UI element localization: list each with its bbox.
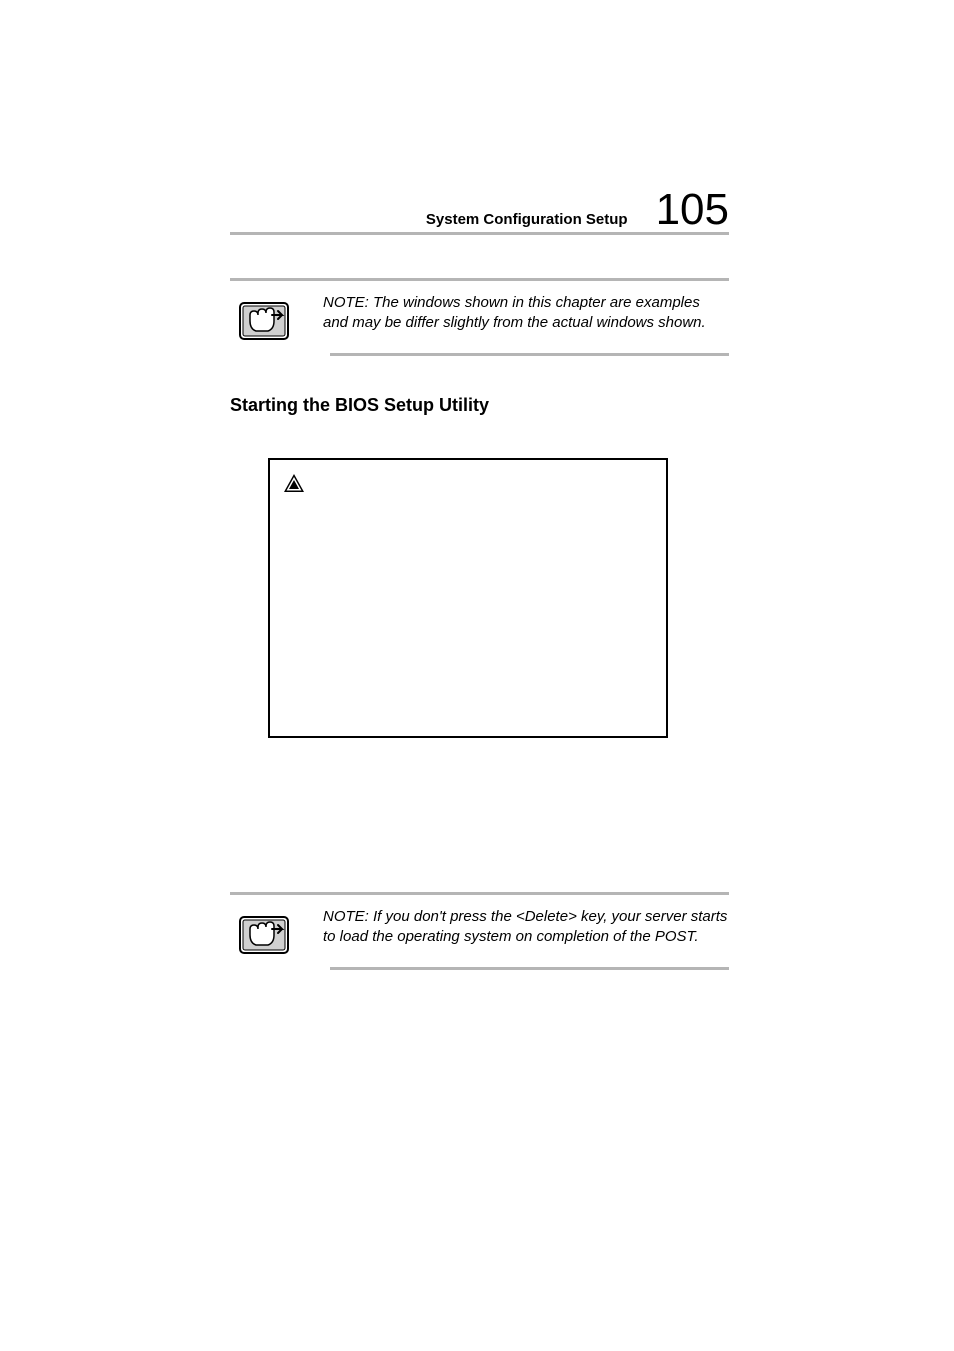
section-heading: Starting the BIOS Setup Utility bbox=[230, 395, 489, 416]
warning-triangle-icon bbox=[282, 472, 306, 494]
pointing-hand-icon bbox=[238, 295, 293, 343]
note-content: NOTE: The windows shown in this chapter … bbox=[230, 291, 729, 343]
note-divider-bottom bbox=[330, 353, 729, 356]
note-divider-top bbox=[230, 892, 729, 895]
note-text: NOTE: If you don't press the <Delete> ke… bbox=[323, 905, 729, 948]
pointing-hand-icon bbox=[238, 909, 293, 957]
page-header: System Configuration Setup 105 bbox=[230, 188, 729, 232]
note-block-1: NOTE: The windows shown in this chapter … bbox=[230, 278, 729, 356]
note-block-2: NOTE: If you don't press the <Delete> ke… bbox=[230, 892, 729, 970]
note-divider-top bbox=[230, 278, 729, 281]
note-divider-bottom bbox=[330, 967, 729, 970]
caution-box bbox=[268, 458, 668, 738]
header-section-title: System Configuration Setup bbox=[426, 211, 628, 228]
note-content: NOTE: If you don't press the <Delete> ke… bbox=[230, 905, 729, 957]
header-divider bbox=[230, 232, 729, 235]
note-text: NOTE: The windows shown in this chapter … bbox=[323, 291, 729, 334]
page-number: 105 bbox=[656, 188, 729, 232]
